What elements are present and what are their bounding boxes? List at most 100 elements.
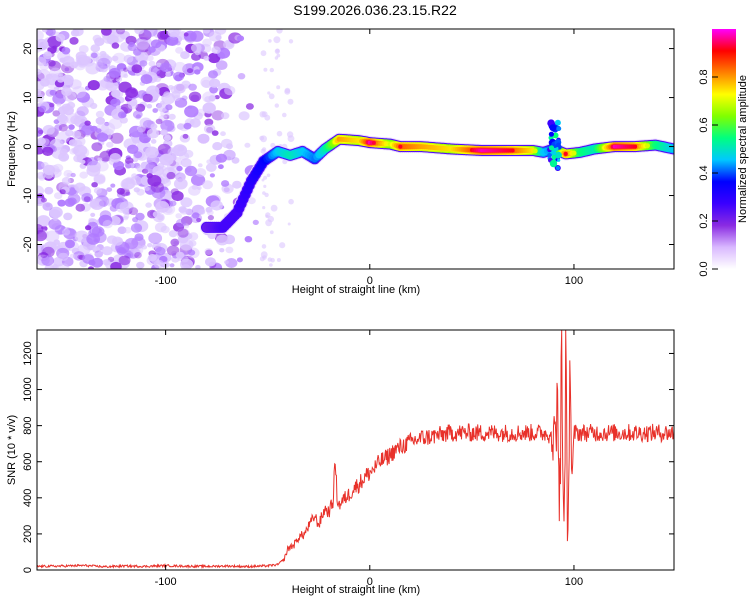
noise-speckle [232, 180, 242, 189]
ridge-cell [371, 140, 376, 145]
y-tick-label: 1200 [22, 341, 34, 365]
noise-speckle [176, 123, 185, 130]
noise-speckle [265, 214, 269, 218]
noise-speckle [112, 52, 126, 64]
noise-speckle [211, 110, 225, 121]
ridge-cell [645, 143, 650, 149]
noise-speckle [112, 236, 123, 246]
noise-speckle [123, 67, 129, 72]
noise-speckle [79, 171, 88, 179]
noise-speckle [136, 124, 146, 133]
noise-speckle [153, 259, 164, 269]
noise-speckle [59, 189, 66, 195]
noise-speckle [70, 172, 76, 178]
noise-speckle [191, 174, 206, 187]
noise-speckle [111, 42, 120, 49]
noise-speckle [125, 87, 138, 99]
noise-speckle [76, 91, 91, 103]
noise-speckle [150, 123, 158, 130]
noise-speckle [67, 187, 77, 196]
noise-speckle [208, 95, 216, 102]
y-tick-label: 600 [22, 453, 34, 471]
ridge-cell [571, 150, 577, 156]
noise-speckle [42, 202, 53, 211]
noise-speckle [146, 128, 159, 139]
noise-speckle [263, 184, 267, 188]
noise-speckle [181, 95, 188, 101]
noise-speckle [209, 78, 221, 88]
noise-speckle [108, 67, 121, 78]
noise-speckle [69, 37, 79, 45]
noise-speckle [220, 131, 226, 137]
noise-speckle [90, 52, 98, 59]
noise-speckle [116, 187, 125, 195]
noise-speckle [87, 80, 100, 91]
noise-speckle [195, 265, 201, 269]
noise-speckle [183, 122, 192, 130]
noise-speckle [64, 67, 70, 72]
noise-speckle [155, 246, 166, 256]
noise-speckle [95, 61, 104, 69]
noise-speckle [167, 29, 180, 38]
noise-speckle [38, 105, 47, 113]
noise-speckle [95, 110, 105, 118]
heatmap-y-label: Frequency (Hz) [6, 111, 18, 187]
noise-speckle [106, 149, 112, 155]
snr-series-line [37, 330, 674, 570]
noise-speckle [56, 131, 70, 144]
noise-speckle [177, 234, 189, 244]
noise-speckle [268, 39, 272, 43]
noise-speckle [78, 45, 89, 54]
noise-speckle [195, 168, 207, 177]
noise-speckle [163, 91, 171, 98]
chart-title: S199.2026.036.23.15.R22 [293, 2, 457, 18]
noise-speckle [120, 178, 135, 190]
noise-speckle [210, 200, 223, 211]
noise-speckle [215, 153, 227, 163]
noise-speckle [61, 177, 71, 185]
noise-speckle [62, 105, 74, 116]
noise-speckle [259, 135, 265, 141]
noise-speckle [286, 131, 294, 138]
noise-speckle [169, 263, 175, 268]
noise-speckle [134, 29, 145, 35]
noise-speckle [50, 168, 62, 178]
noise-speckle [215, 35, 222, 41]
noise-speckle [211, 130, 219, 136]
ridge-cell [548, 131, 555, 137]
noise-speckle [215, 60, 228, 70]
noise-speckle [44, 230, 60, 243]
noise-speckle [169, 200, 177, 207]
noise-speckle [123, 216, 129, 221]
noise-speckle [172, 144, 188, 157]
noise-speckle [218, 164, 224, 170]
noise-speckle [266, 173, 271, 178]
ridge-cell [551, 154, 557, 160]
noise-speckle [52, 110, 61, 117]
noise-speckle [261, 147, 267, 152]
noise-speckle [244, 142, 251, 148]
ridge-cell [549, 124, 557, 132]
noise-speckle [65, 239, 75, 249]
noise-speckle [177, 228, 189, 238]
noise-speckle [155, 201, 170, 213]
noise-speckle [212, 142, 223, 151]
noise-speckle [166, 35, 179, 47]
noise-speckle [187, 249, 196, 256]
noise-speckle [190, 43, 202, 53]
noise-speckle [143, 29, 158, 37]
noise-speckle [94, 250, 103, 258]
noise-speckle [156, 102, 169, 113]
noise-speckle [133, 248, 141, 255]
snr-y-ticks: 0 200 400 600 800 1000 1200 [22, 341, 674, 573]
noise-speckle [59, 121, 67, 128]
noise-speckle [209, 173, 215, 178]
noise-speckle [48, 102, 55, 108]
noise-speckle [175, 218, 187, 228]
ridge-cell [548, 145, 555, 151]
noise-speckle [267, 215, 274, 223]
noise-speckle [92, 34, 102, 43]
noise-speckle [180, 51, 190, 60]
noise-speckle [115, 202, 129, 213]
noise-speckle [74, 60, 86, 71]
